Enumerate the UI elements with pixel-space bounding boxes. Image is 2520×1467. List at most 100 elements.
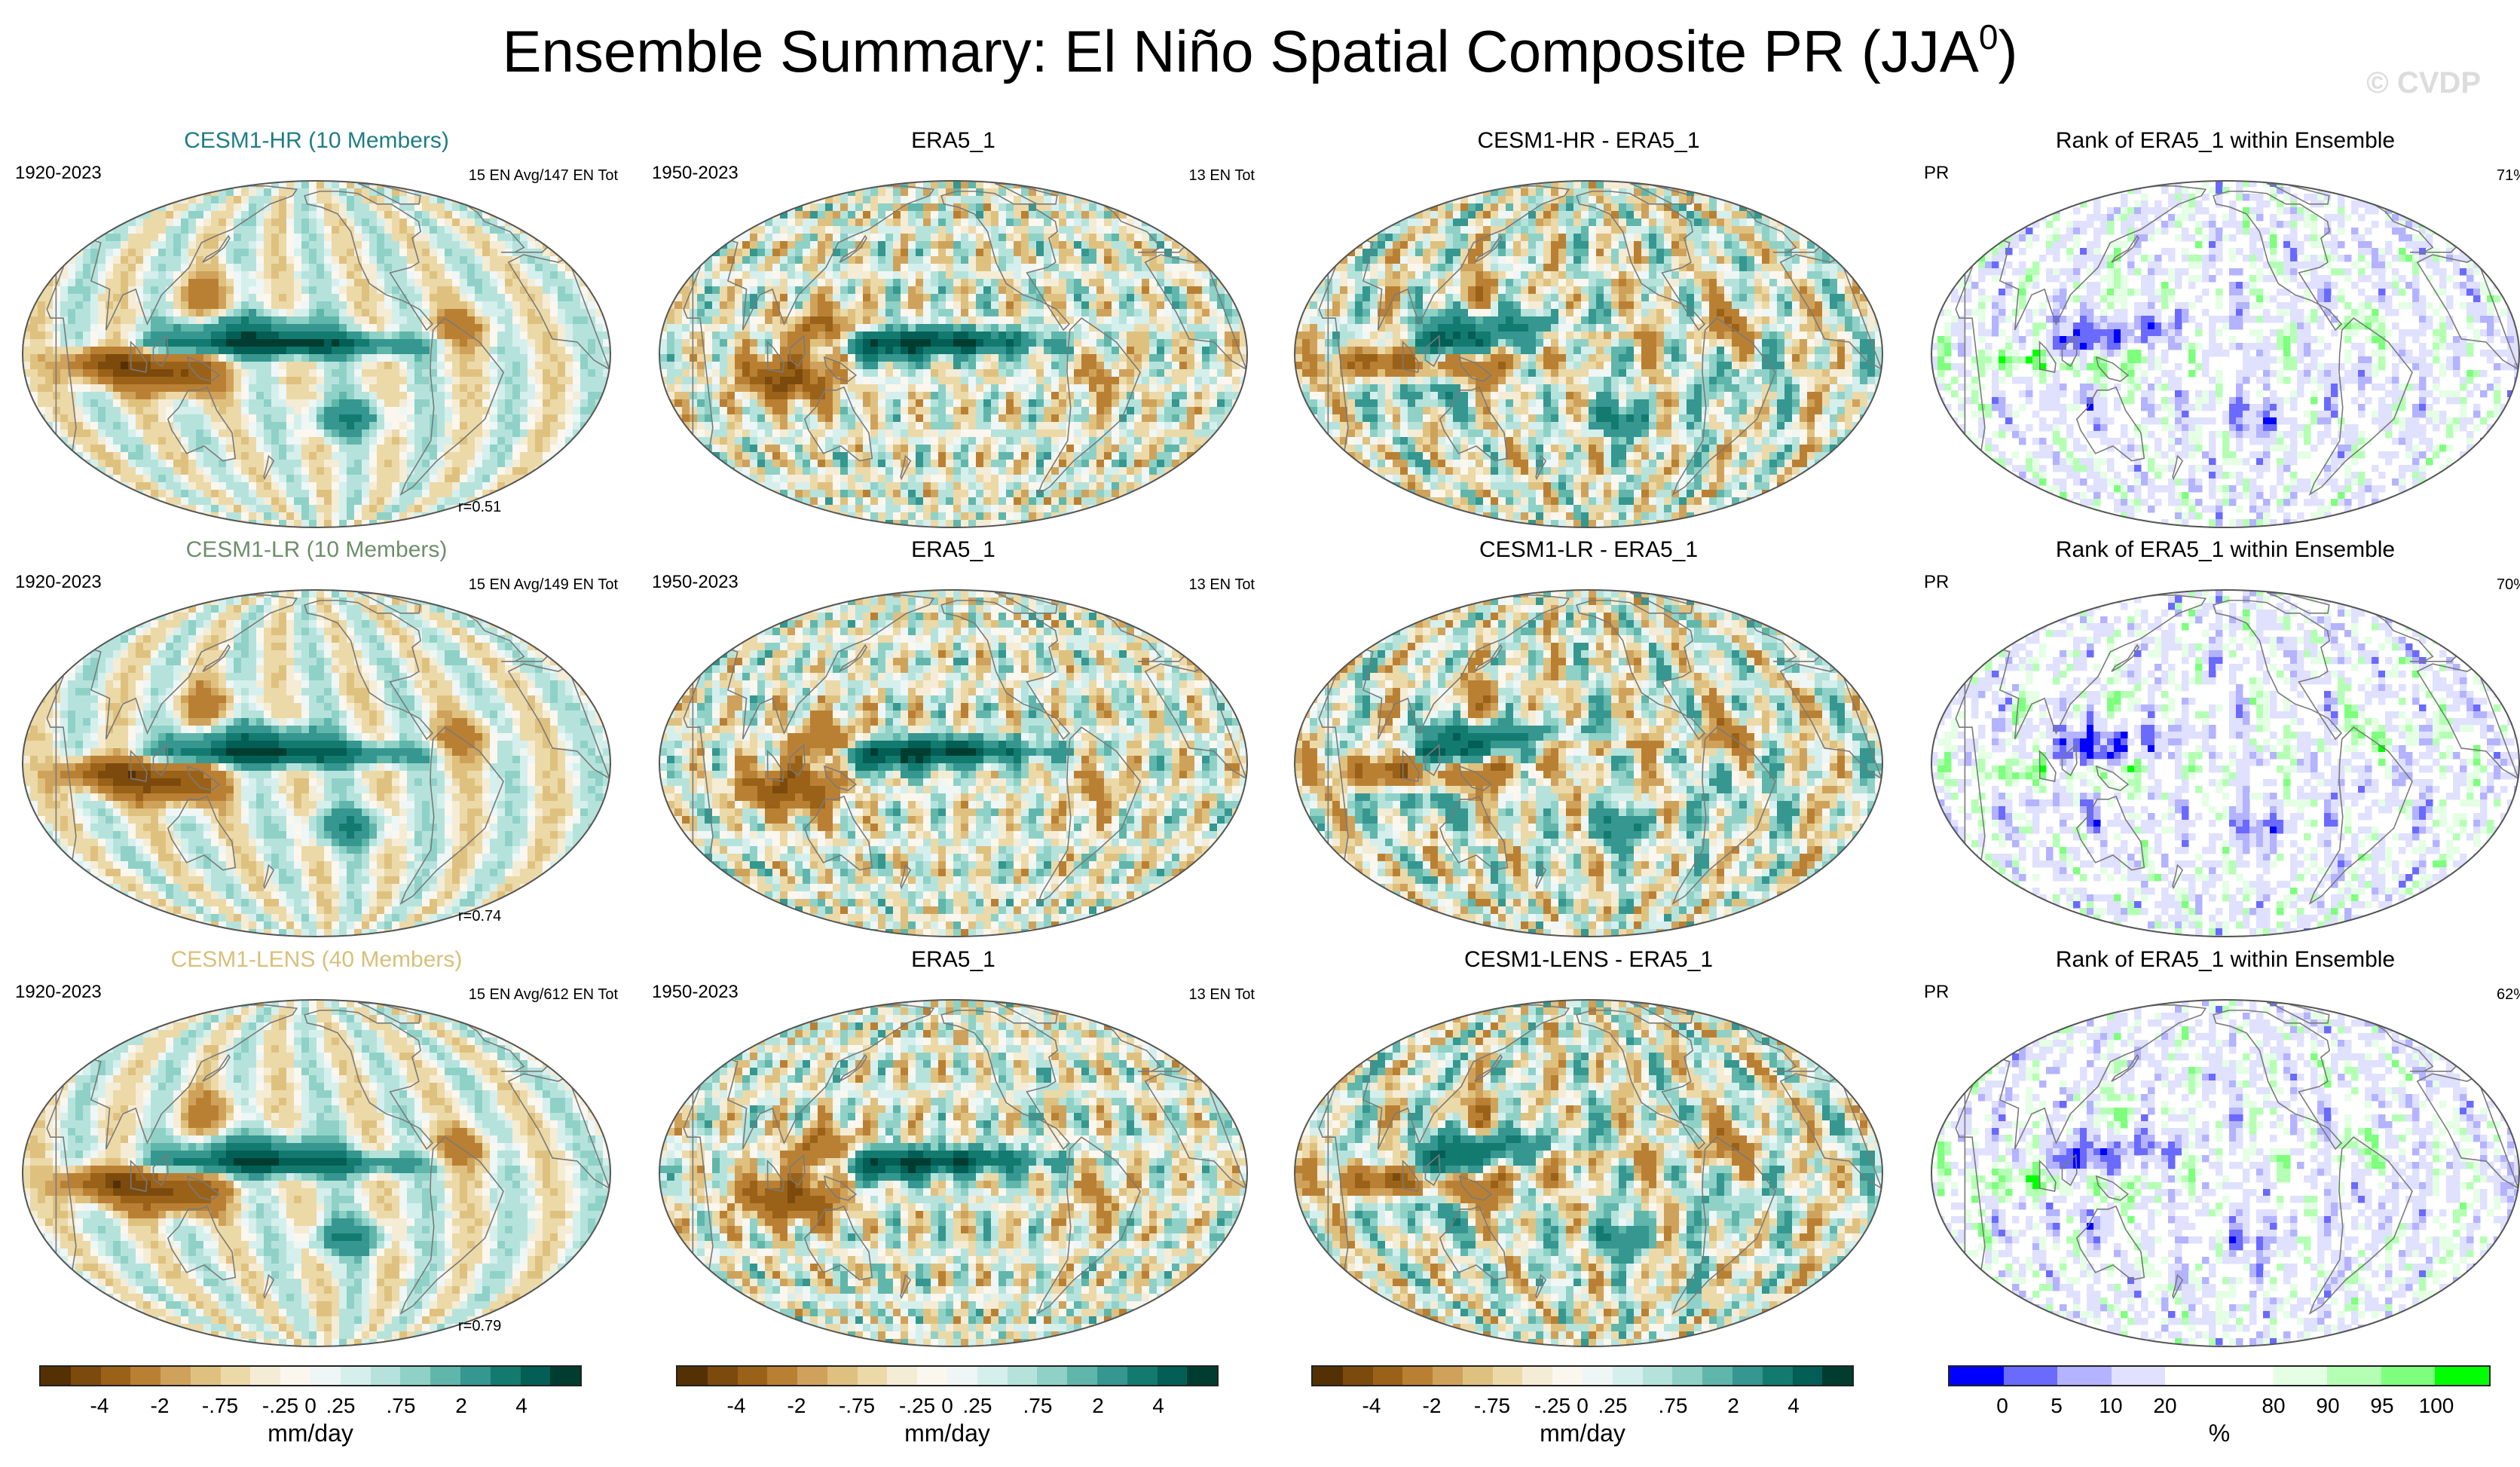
colorbar-tick-label: -2 (1423, 1394, 1442, 1418)
panel-period-label: PR (1924, 163, 1949, 184)
colorbar-tick-label: 2 (455, 1394, 467, 1418)
map-border (1931, 589, 2520, 937)
colorbar-units: mm/day (39, 1420, 582, 1447)
page-title: Ensemble Summary: El Niño Spatial Compos… (0, 17, 2520, 86)
pattern-correlation: r=0.79 (458, 1318, 501, 1335)
map-border (659, 589, 1248, 937)
colorbar-swatch (2327, 1367, 2381, 1385)
panel-obs-r2: ERA5_1 1950-2023 13 EN Tot (652, 947, 1255, 1358)
colorbar-swatch (767, 1367, 798, 1385)
colorbar-tick-label: .25 (326, 1394, 356, 1418)
map-field (23, 181, 610, 527)
panel-title: CESM1-LR (10 Members) (15, 537, 618, 563)
colorbar-swatch (460, 1367, 491, 1385)
colorbar-tick-label: .75 (1659, 1394, 1688, 1418)
colorbar-swatch (370, 1367, 401, 1385)
panel-obs-r1: ERA5_1 1950-2023 13 EN Tot (652, 537, 1255, 948)
panel-rank-r0: Rank of ERA5_1 within Ensemble PR 71% (1924, 128, 2520, 539)
map-border (1931, 180, 2520, 528)
panel-count-label: 15 EN Avg/147 EN Tot (469, 167, 618, 185)
colorbar-swatch (857, 1367, 888, 1385)
colorbar-swatch (1433, 1367, 1463, 1385)
colorbar-swatch (2111, 1367, 2166, 1385)
panel-title: CESM1-LR - ERA5_1 (1287, 537, 1890, 563)
colorbar-swatch (1067, 1367, 1097, 1385)
panel-period-label: 1950-2023 (652, 572, 739, 593)
colorbar-tick-label: -4 (727, 1394, 746, 1418)
colorbar-tick-label: 0 (1996, 1394, 2008, 1418)
colorbar-swatch (1037, 1367, 1068, 1385)
colorbar-swatch (1342, 1367, 1373, 1385)
colorbar-tick-label: .25 (1598, 1394, 1628, 1418)
colorbar-swatch (737, 1367, 768, 1385)
panel-title: CESM1-HR (10 Members) (15, 128, 618, 154)
colorbar-swatch (220, 1367, 251, 1385)
map-border (1294, 589, 1883, 937)
colorbar-swatches (1311, 1365, 1854, 1386)
map-field (1931, 181, 2519, 527)
colorbar-swatch (430, 1367, 460, 1385)
colorbar-tick-label: .75 (1023, 1394, 1053, 1418)
panel-count-label: 13 EN Tot (1189, 167, 1255, 185)
colorbar-swatch (250, 1367, 281, 1385)
panel-period-label: 1920-2023 (15, 163, 102, 184)
colorbar-swatch (310, 1367, 341, 1385)
colorbar-tick-label: 4 (515, 1394, 528, 1418)
colorbar-swatch (161, 1367, 191, 1385)
colorbar-tick-label: -.75 (839, 1394, 875, 1418)
panel-title: Rank of ERA5_1 within Ensemble (1924, 128, 2520, 154)
panel-period-label: 1920-2023 (15, 572, 102, 593)
colorbar-swatch (1007, 1367, 1038, 1385)
colorbar-tick-label: 80 (2262, 1394, 2285, 1418)
colorbar-swatch (2165, 1367, 2219, 1385)
map-border (22, 999, 611, 1347)
colorbar-swatch (400, 1367, 431, 1385)
map-obs-r1 (659, 589, 1248, 937)
map-obs-r2 (659, 999, 1248, 1347)
colorbar-swatch (2219, 1367, 2274, 1385)
title-main: Ensemble Summary: El Niño Spatial Compos… (503, 18, 1979, 84)
colorbar-swatch (1462, 1367, 1493, 1385)
panel-count-label: 13 EN Tot (1189, 986, 1255, 1004)
panel-count-label: 15 EN Avg/612 EN Tot (469, 986, 618, 1004)
map-model-r2 (22, 999, 611, 1347)
colorbar-swatch (490, 1367, 521, 1385)
colorbar-swatch (550, 1367, 581, 1385)
colorbar-swatch (917, 1367, 948, 1385)
colorbar-tick-label: 0 (1577, 1394, 1589, 1418)
colorbar-3: -4 -2 -.75 -.25 0 .25 .75 2 4 mm/day (1311, 1365, 1854, 1447)
colorbar-swatch (1096, 1367, 1127, 1385)
panel-title: ERA5_1 (652, 947, 1255, 973)
colorbar-tick-label: 10 (2099, 1394, 2122, 1418)
colorbar-swatch (887, 1367, 918, 1385)
colorbar-swatch (2381, 1367, 2436, 1385)
map-rank-r1 (1931, 589, 2520, 937)
panel-diff-r0: CESM1-HR - ERA5_1 (1287, 128, 1890, 539)
map-border (1931, 999, 2520, 1347)
panel-model-r2: CESM1-LENS (40 Members) 1920-2023 15 EN Av… (15, 947, 618, 1358)
colorbar-swatch (827, 1367, 858, 1385)
panel-rank-r2: Rank of ERA5_1 within Ensemble PR 62% (1924, 947, 2520, 1358)
map-diff-r0 (1294, 180, 1883, 528)
panel-title: ERA5_1 (652, 128, 1255, 154)
panel-period-label: PR (1924, 572, 1949, 593)
map-border (1294, 180, 1883, 528)
colorbar-tick-label: -.25 (262, 1394, 298, 1418)
colorbar-swatch (70, 1367, 101, 1385)
map-field (1295, 181, 1882, 527)
colorbar-tick-label: -4 (90, 1394, 109, 1418)
colorbar-tick-label: -.75 (1474, 1394, 1510, 1418)
colorbar-swatch (1402, 1367, 1433, 1385)
map-diff-r2 (1294, 999, 1883, 1347)
colorbar-swatch (2273, 1367, 2328, 1385)
colorbar-2: -4 -2 -.75 -.25 0 .25 .75 2 4 mm/day (676, 1365, 1219, 1447)
colorbar-swatch (1732, 1367, 1763, 1385)
colorbar-tick-label: 4 (1152, 1394, 1164, 1418)
panel-period-label: PR (1924, 982, 1949, 1003)
map-rank-r0 (1931, 180, 2520, 528)
colorbar-swatch (1492, 1367, 1523, 1385)
map-border (22, 589, 611, 937)
panel-title: CESM1-HR - ERA5_1 (1287, 128, 1890, 154)
map-field (659, 181, 1247, 527)
colorbar-swatch (1187, 1367, 1218, 1385)
